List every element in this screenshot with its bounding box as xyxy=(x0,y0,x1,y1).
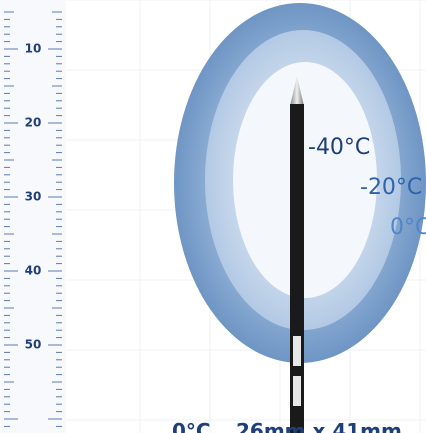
zone-label: -40°C xyxy=(308,135,370,160)
ruler-label: 40 xyxy=(25,264,42,278)
zone-label: 0°C xyxy=(390,215,426,240)
ruler-label: 20 xyxy=(25,116,42,130)
probe xyxy=(290,76,304,433)
ruler-label-bg xyxy=(22,115,44,131)
ruler-label-bg xyxy=(22,189,44,205)
ruler-body xyxy=(0,0,66,433)
footer-text: 0°C xyxy=(172,419,211,433)
ruler-label-bg xyxy=(22,337,44,353)
ruler-label: 30 xyxy=(25,190,42,204)
inner-zone xyxy=(233,62,377,298)
ruler: 10 20 30 40 50 xyxy=(0,0,66,433)
ruler-label-bg xyxy=(22,263,44,279)
ruler-label: 10 xyxy=(25,42,42,56)
ruler-label-bg xyxy=(22,41,44,57)
probe-band xyxy=(293,336,301,366)
probe-tip xyxy=(290,76,304,106)
zone-label: -20°C xyxy=(360,175,422,200)
probe-band xyxy=(293,376,301,406)
ruler-label: 50 xyxy=(25,338,42,352)
footer-text: 26mm x 41mm xyxy=(236,419,402,433)
